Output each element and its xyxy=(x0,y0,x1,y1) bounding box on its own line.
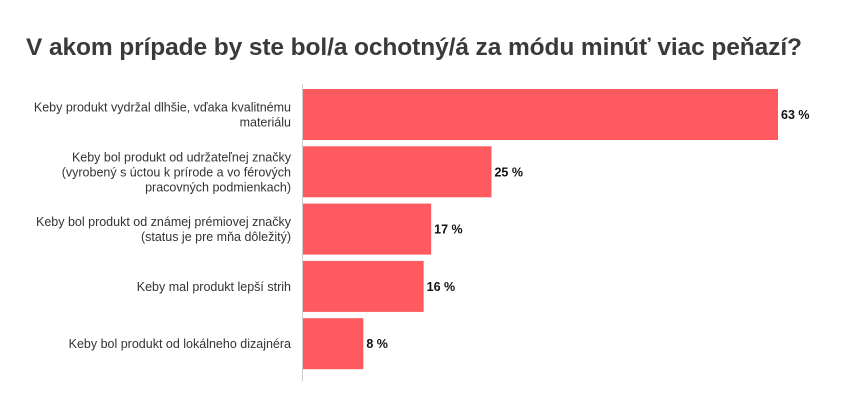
value-label-2: 17 % xyxy=(434,223,463,237)
bar-3 xyxy=(303,260,424,312)
category-label-2-line-0: Keby bol produkt od známej prémiovej zna… xyxy=(36,215,292,229)
value-label-3: 16 % xyxy=(427,280,456,294)
category-label-1-line-0: Keby bol produkt od udržateľnej značky xyxy=(72,150,292,164)
category-label-1-line-1: (vyrobený s úctou k prírode a vo férovýc… xyxy=(62,165,291,179)
category-label-0-line-1: materiálu xyxy=(240,116,291,130)
bar-2 xyxy=(303,203,432,255)
category-label-2-line-1: (status je pre mňa dôležitý) xyxy=(141,230,291,244)
bar-4 xyxy=(303,318,364,370)
bar-1 xyxy=(303,146,492,198)
chart-title: V akom prípade by ste bol/a ochotný/á za… xyxy=(26,34,802,61)
category-label-0-line-0: Keby produkt vydržal dlhšie, vďaka kvali… xyxy=(34,101,291,115)
category-label-4-line-0: Keby bol produkt od lokálneho dizajnéra xyxy=(69,337,291,351)
bar-0 xyxy=(303,89,778,140)
category-label-1-line-2: pracovných podmienkach) xyxy=(145,180,291,194)
value-label-0: 63 % xyxy=(781,108,810,122)
value-label-4: 8 % xyxy=(366,337,388,351)
value-label-1: 25 % xyxy=(494,165,523,179)
category-label-3-line-0: Keby mal produkt lepší strih xyxy=(137,280,291,294)
